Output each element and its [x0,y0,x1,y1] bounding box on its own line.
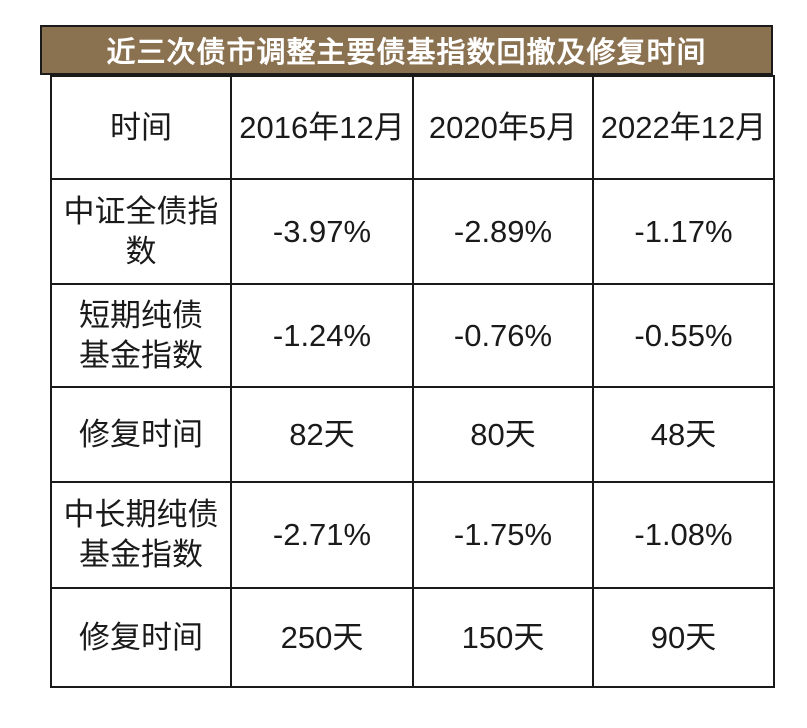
header-row: 时间 2016年12月 2020年5月 2022年12月 [50,75,775,180]
cell-value: 250天 [230,587,414,688]
cell-value: -2.71% [230,481,414,589]
row-label: 中证全债指数 [50,178,232,285]
row-label: 修复时间 [50,386,232,483]
cell-value: 80天 [412,386,594,483]
bond-drawdown-recovery-table: 时间 2016年12月 2020年5月 2022年12月 中证全债指数 -3.9… [50,75,775,688]
cell-value: 150天 [412,587,594,688]
table-row-recovery-time-mid-long-term: 修复时间 250天 150天 90天 [50,587,775,688]
cell-value: 82天 [230,386,414,483]
cell-value: -1.17% [592,178,775,285]
cell-value: 90天 [592,587,775,688]
cell-value: -1.08% [592,481,775,589]
table-row-short-term-bond-fund-index: 短期纯债 基金指数 -1.24% -0.76% -0.55% [50,283,775,388]
table-row-recovery-time-short-term: 修复时间 82天 80天 48天 [50,386,775,483]
cell-value: -1.24% [230,283,414,388]
header-cell-2016-12: 2016年12月 [230,75,414,180]
table-row-csi-aggregate-bond-index: 中证全债指数 -3.97% -2.89% -1.17% [50,178,775,285]
header-cell-2020-05: 2020年5月 [412,75,594,180]
cell-value: -1.75% [412,481,594,589]
header-cell-time: 时间 [50,75,232,180]
cell-value: -2.89% [412,178,594,285]
cell-value: -0.76% [412,283,594,388]
table-row-mid-long-term-bond-fund-index: 中长期纯债 基金指数 -2.71% -1.75% -1.08% [50,481,775,589]
row-label: 修复时间 [50,587,232,688]
row-label: 中长期纯债 基金指数 [50,481,232,589]
header-cell-2022-12: 2022年12月 [592,75,775,180]
table-title-bar: 近三次债市调整主要债基指数回撤及修复时间 [40,25,773,75]
cell-value: -3.97% [230,178,414,285]
cell-value: 48天 [592,386,775,483]
table-title: 近三次债市调整主要债基指数回撤及修复时间 [106,37,707,69]
row-label: 短期纯债 基金指数 [50,283,232,388]
cell-value: -0.55% [592,283,775,388]
